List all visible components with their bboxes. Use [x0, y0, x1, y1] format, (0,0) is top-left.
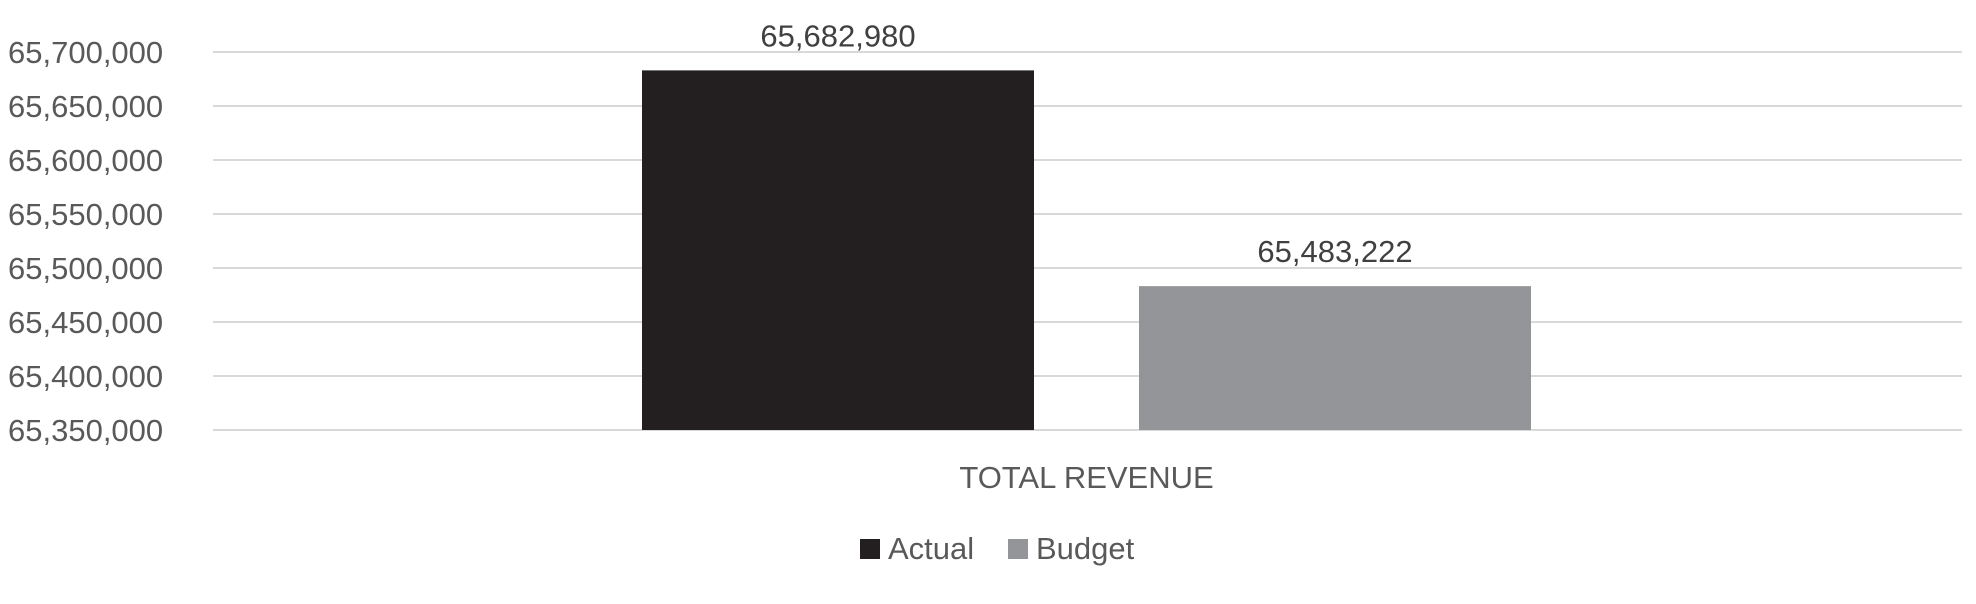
y-tick-label: 65,400,000 [8, 359, 163, 394]
bar-budget [1139, 286, 1531, 430]
x-axis: TOTAL REVENUE [959, 460, 1213, 495]
y-tick-label: 65,600,000 [8, 143, 163, 178]
y-tick-label: 65,350,000 [8, 413, 163, 448]
category-label: TOTAL REVENUE [959, 460, 1213, 495]
legend-label-budget: Budget [1036, 531, 1135, 566]
y-tick-label: 65,650,000 [8, 89, 163, 124]
y-tick-label: 65,550,000 [8, 197, 163, 232]
bars [642, 70, 1531, 431]
y-tick-label: 65,700,000 [8, 35, 163, 70]
data-label-budget: 65,483,222 [1257, 234, 1412, 269]
gridlines [213, 51, 1962, 431]
y-tick-label: 65,500,000 [8, 251, 163, 286]
legend-swatch-actual [860, 539, 880, 559]
legend: Actual Budget [860, 531, 1135, 566]
bar-actual [642, 70, 1034, 431]
y-axis: 65,350,000 65,400,000 65,450,000 65,500,000… [8, 35, 163, 448]
legend-swatch-budget [1008, 539, 1028, 559]
data-labels: 65,682,980 65,483,222 [760, 18, 1412, 269]
y-tick-label: 65,450,000 [8, 305, 163, 340]
legend-label-actual: Actual [888, 531, 974, 566]
data-label-actual: 65,682,980 [760, 18, 915, 53]
